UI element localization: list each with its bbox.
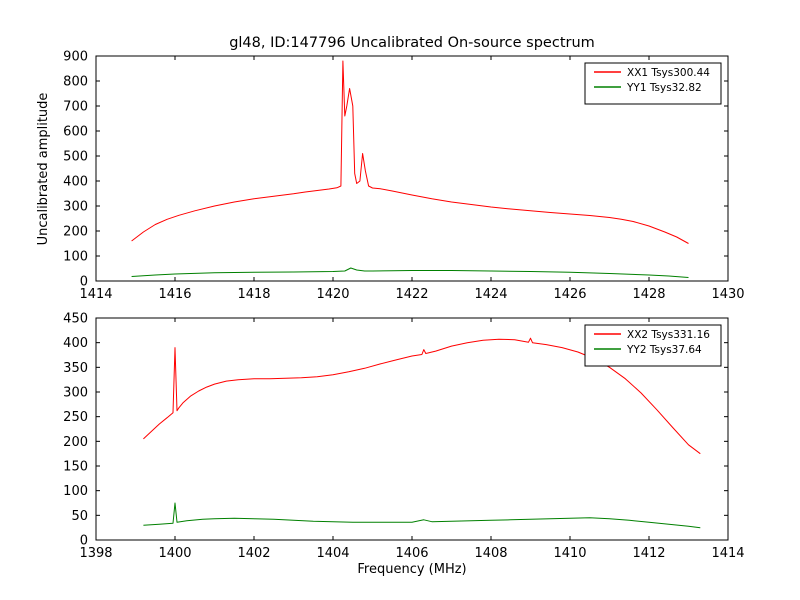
- legend-label: YY2 Tsys37.64: [626, 344, 702, 356]
- x-tick-label: 1416: [158, 287, 191, 302]
- y-tick-label: 300: [63, 200, 88, 215]
- x-tick-label: 1422: [395, 287, 428, 302]
- y-tick-label: 500: [63, 150, 88, 165]
- x-tick-label: 1420: [316, 287, 349, 302]
- series-line: [143, 502, 701, 529]
- y-tick-label: 700: [63, 100, 88, 115]
- x-tick-label: 1428: [632, 287, 665, 302]
- x-tick-label: 1426: [553, 287, 586, 302]
- legend-label: XX2 Tsys331.16: [627, 329, 710, 341]
- bottom-spectrum-plot: 1398 1400 1402 1404 1406 1408 1410 1412 1414 0 50 1…: [63, 312, 744, 562]
- y-tick-label: 600: [63, 125, 88, 140]
- y-tick-label: 900: [63, 50, 88, 65]
- x-tick-label: 1408: [474, 546, 507, 561]
- y-tick-label: 150: [63, 460, 88, 475]
- y-tick-label: 450: [63, 312, 88, 327]
- legend: XX1 Tsys300.44 YY1 Tsys32.82: [584, 62, 722, 105]
- y-tick-label: 200: [63, 225, 88, 240]
- y-tick-label: 250: [63, 410, 88, 425]
- top-spectrum-plot: 1414 1416 1418 1420 1422 1424 1426 1428 1430 0 100…: [63, 50, 744, 303]
- legend-label: XX1 Tsys300.44: [627, 67, 710, 79]
- legend: XX2 Tsys331.16 YY2 Tsys37.64: [584, 324, 722, 367]
- y-tick-label: 800: [63, 75, 88, 90]
- subplots: 1414 1416 1418 1420 1422 1424 1426 1428 1430 0 100…: [63, 50, 744, 562]
- y-tick-label: 200: [63, 435, 88, 450]
- y-tick-label: 350: [63, 361, 88, 376]
- y-tick-label: 400: [63, 336, 88, 351]
- legend-label: YY1 Tsys32.82: [626, 82, 702, 94]
- series-line: [131, 60, 689, 244]
- series-line: [143, 337, 701, 455]
- y-tick-label: 300: [63, 386, 88, 401]
- x-tick-label: 1404: [316, 546, 349, 561]
- x-tick-label: 1414: [79, 287, 112, 302]
- x-tick-label: 1402: [237, 546, 270, 561]
- y-tick-label: 100: [63, 484, 88, 499]
- x-tick-label: 1418: [237, 287, 270, 302]
- chart-title: gl48, ID:147796 Uncalibrated On-source s…: [229, 35, 595, 51]
- series-line: [131, 267, 689, 278]
- x-tick-label: 1406: [395, 546, 428, 561]
- x-tick-label: 1424: [474, 287, 507, 302]
- x-tick-label: 1430: [711, 287, 744, 302]
- x-tick-label: 1398: [79, 546, 112, 561]
- y-axis-label: Uncalibrated amplitude: [36, 93, 51, 246]
- x-axis-label: Frequency (MHz): [357, 562, 466, 577]
- x-tick-label: 1400: [158, 546, 191, 561]
- y-tick-label: 50: [71, 509, 88, 524]
- x-tick-label: 1414: [711, 546, 744, 561]
- legend-box: [584, 324, 722, 367]
- y-tick-label: 0: [80, 534, 88, 549]
- legend-box: [584, 62, 722, 105]
- y-tick-label: 100: [63, 250, 88, 265]
- x-tick-label: 1410: [553, 546, 586, 561]
- x-tick-label: 1412: [632, 546, 665, 561]
- y-tick-label: 0: [80, 275, 88, 290]
- y-tick-label: 400: [63, 175, 88, 190]
